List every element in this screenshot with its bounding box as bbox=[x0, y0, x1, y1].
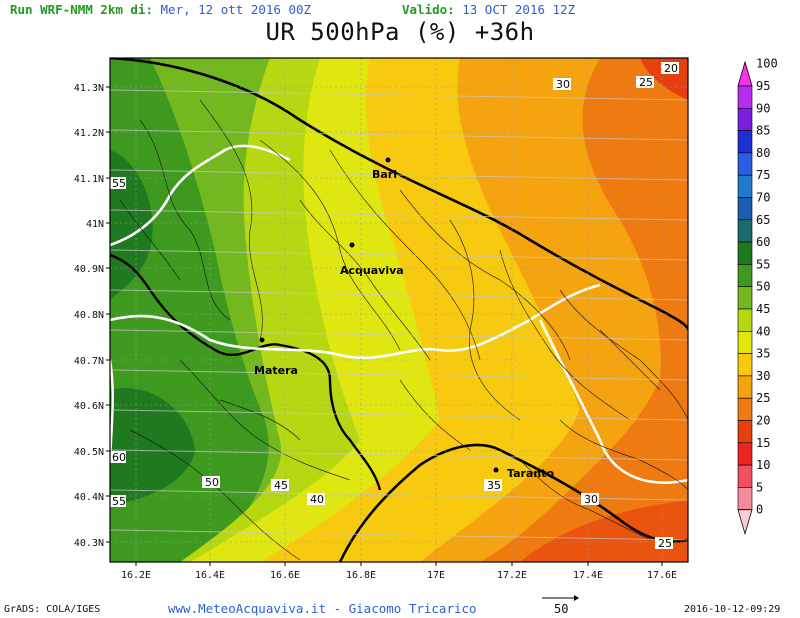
colorbar-label: 30 bbox=[756, 369, 770, 383]
colorbar-label: 90 bbox=[756, 101, 770, 115]
x-tick-label: 17E bbox=[427, 570, 445, 581]
city-marker bbox=[349, 242, 355, 248]
colorbar-swatch bbox=[737, 130, 753, 154]
colorbar-swatch bbox=[737, 397, 753, 421]
y-tick-label: 41.2N bbox=[74, 128, 104, 139]
run-date: Mer, 12 ott 2016 00Z bbox=[160, 2, 312, 17]
colorbar-swatch bbox=[737, 330, 753, 354]
colorbar-swatch bbox=[737, 353, 753, 377]
colorbar-label: 25 bbox=[756, 391, 770, 405]
colorbar-swatch bbox=[737, 174, 753, 198]
colorbar-label: 35 bbox=[756, 347, 770, 361]
colorbar-swatch bbox=[737, 286, 753, 310]
timestamp: 2016-10-12-09:29 bbox=[684, 604, 781, 615]
colorbar-label: 75 bbox=[756, 168, 770, 182]
colorbar-label: 45 bbox=[756, 302, 770, 316]
city-marker bbox=[259, 337, 265, 343]
y-tick-label: 40.4N bbox=[74, 492, 104, 503]
city-label-acquaviva: Acquaviva bbox=[340, 264, 404, 277]
colorbar-label: 95 bbox=[756, 79, 770, 93]
valid-label: Valido: bbox=[402, 2, 455, 17]
y-tick-label: 40.7N bbox=[74, 356, 104, 367]
colorbar-max-arrow bbox=[737, 60, 753, 87]
contour-label: 55 bbox=[112, 177, 126, 190]
city-marker bbox=[385, 157, 391, 163]
valid-info: Valido: 13 OCT 2016 12Z bbox=[402, 2, 575, 17]
wind-vector-arrow bbox=[542, 595, 579, 601]
colorbar-label: 80 bbox=[756, 146, 770, 160]
valid-date: 13 OCT 2016 12Z bbox=[462, 2, 576, 17]
contour-label: 60 bbox=[112, 451, 126, 464]
colorbar-swatch bbox=[737, 152, 753, 176]
colorbar-label: 5 bbox=[756, 480, 763, 494]
colorbar-label: 50 bbox=[756, 280, 770, 294]
run-label: Run WRF-NMM 2km di: bbox=[10, 2, 153, 17]
x-tick-label: 17.2E bbox=[497, 570, 527, 581]
x-tick-label: 17.4E bbox=[573, 570, 603, 581]
city-label-matera: Matera bbox=[254, 364, 298, 377]
colorbar-swatch bbox=[737, 487, 753, 510]
colorbar-swatch bbox=[737, 420, 753, 444]
contour-label: 25 bbox=[658, 537, 672, 550]
colorbar-swatch bbox=[737, 442, 753, 466]
colorbar-swatch bbox=[737, 264, 753, 287]
colorbar-min-arrow bbox=[737, 509, 753, 536]
contour-label: 20 bbox=[664, 62, 678, 75]
colorbar-swatch bbox=[737, 375, 753, 399]
contour-label: 55 bbox=[112, 495, 126, 508]
colorbar-swatch bbox=[737, 197, 753, 221]
wind-vector-label: 50 bbox=[554, 602, 569, 616]
contour-label: 30 bbox=[556, 78, 570, 91]
contour-label: 25 bbox=[639, 76, 653, 89]
colorbar-swatch bbox=[737, 108, 753, 131]
y-tick-label: 41.1N bbox=[74, 174, 104, 185]
colorbar-label: 60 bbox=[756, 235, 770, 249]
colorbar-label: 15 bbox=[756, 436, 770, 450]
grads-credit: GrADS: COLA/IGES bbox=[4, 604, 101, 615]
x-tick-label: 16.8E bbox=[346, 570, 376, 581]
city-label-taranto: Taranto bbox=[507, 467, 554, 480]
map-title: UR 500hPa (%) +36h bbox=[265, 18, 535, 46]
colorbar-swatch bbox=[737, 85, 753, 109]
colorbar-label: 70 bbox=[756, 191, 770, 205]
x-tick-label: 17.6E bbox=[647, 570, 677, 581]
y-tick-label: 40.3N bbox=[74, 538, 104, 549]
colorbar-swatch bbox=[737, 241, 753, 265]
x-tick-label: 16.2E bbox=[121, 570, 151, 581]
contour-label: 40 bbox=[310, 493, 324, 506]
contour-label: 50 bbox=[205, 476, 219, 489]
x-tick-label: 16.6E bbox=[270, 570, 300, 581]
city-label-bari: Bari bbox=[372, 168, 397, 181]
y-tick-label: 40.5N bbox=[74, 447, 104, 458]
colorbar-label: 20 bbox=[756, 414, 770, 428]
contour-label: 35 bbox=[487, 479, 501, 492]
plot-frame bbox=[109, 57, 689, 563]
author-credit: www.MeteoAcquaviva.it - Giacomo Tricaric… bbox=[168, 601, 477, 616]
colorbar-swatch bbox=[737, 308, 753, 332]
y-tick-label: 40.9N bbox=[74, 264, 104, 275]
colorbar-label: 55 bbox=[756, 257, 770, 271]
y-tick-label: 40.8N bbox=[74, 310, 104, 321]
y-tick-label: 40.6N bbox=[74, 401, 104, 412]
colorbar-label: 100 bbox=[756, 57, 778, 71]
y-tick-label: 41.3N bbox=[74, 83, 104, 94]
x-tick-label: 16.4E bbox=[195, 570, 225, 581]
colorbar-swatch bbox=[737, 464, 753, 488]
colorbar-label: 40 bbox=[756, 324, 770, 338]
colorbar-label: 0 bbox=[756, 503, 763, 517]
colorbar-swatch bbox=[737, 219, 753, 243]
run-info: Run WRF-NMM 2km di: Mer, 12 ott 2016 00Z bbox=[10, 2, 311, 17]
city-marker bbox=[493, 467, 499, 473]
y-tick-label: 41N bbox=[86, 219, 104, 230]
humidity-field: 30 25 20 55 60 55 50 45 40 35 30 25 bbox=[110, 58, 688, 562]
colorbar-label: 65 bbox=[756, 213, 770, 227]
colorbar-label: 10 bbox=[756, 458, 770, 472]
contour-label: 30 bbox=[584, 493, 598, 506]
contour-label: 45 bbox=[274, 479, 288, 492]
colorbar-label: 85 bbox=[756, 124, 770, 138]
colorbar: 1009590858075706560555045403530252015105… bbox=[737, 57, 778, 536]
